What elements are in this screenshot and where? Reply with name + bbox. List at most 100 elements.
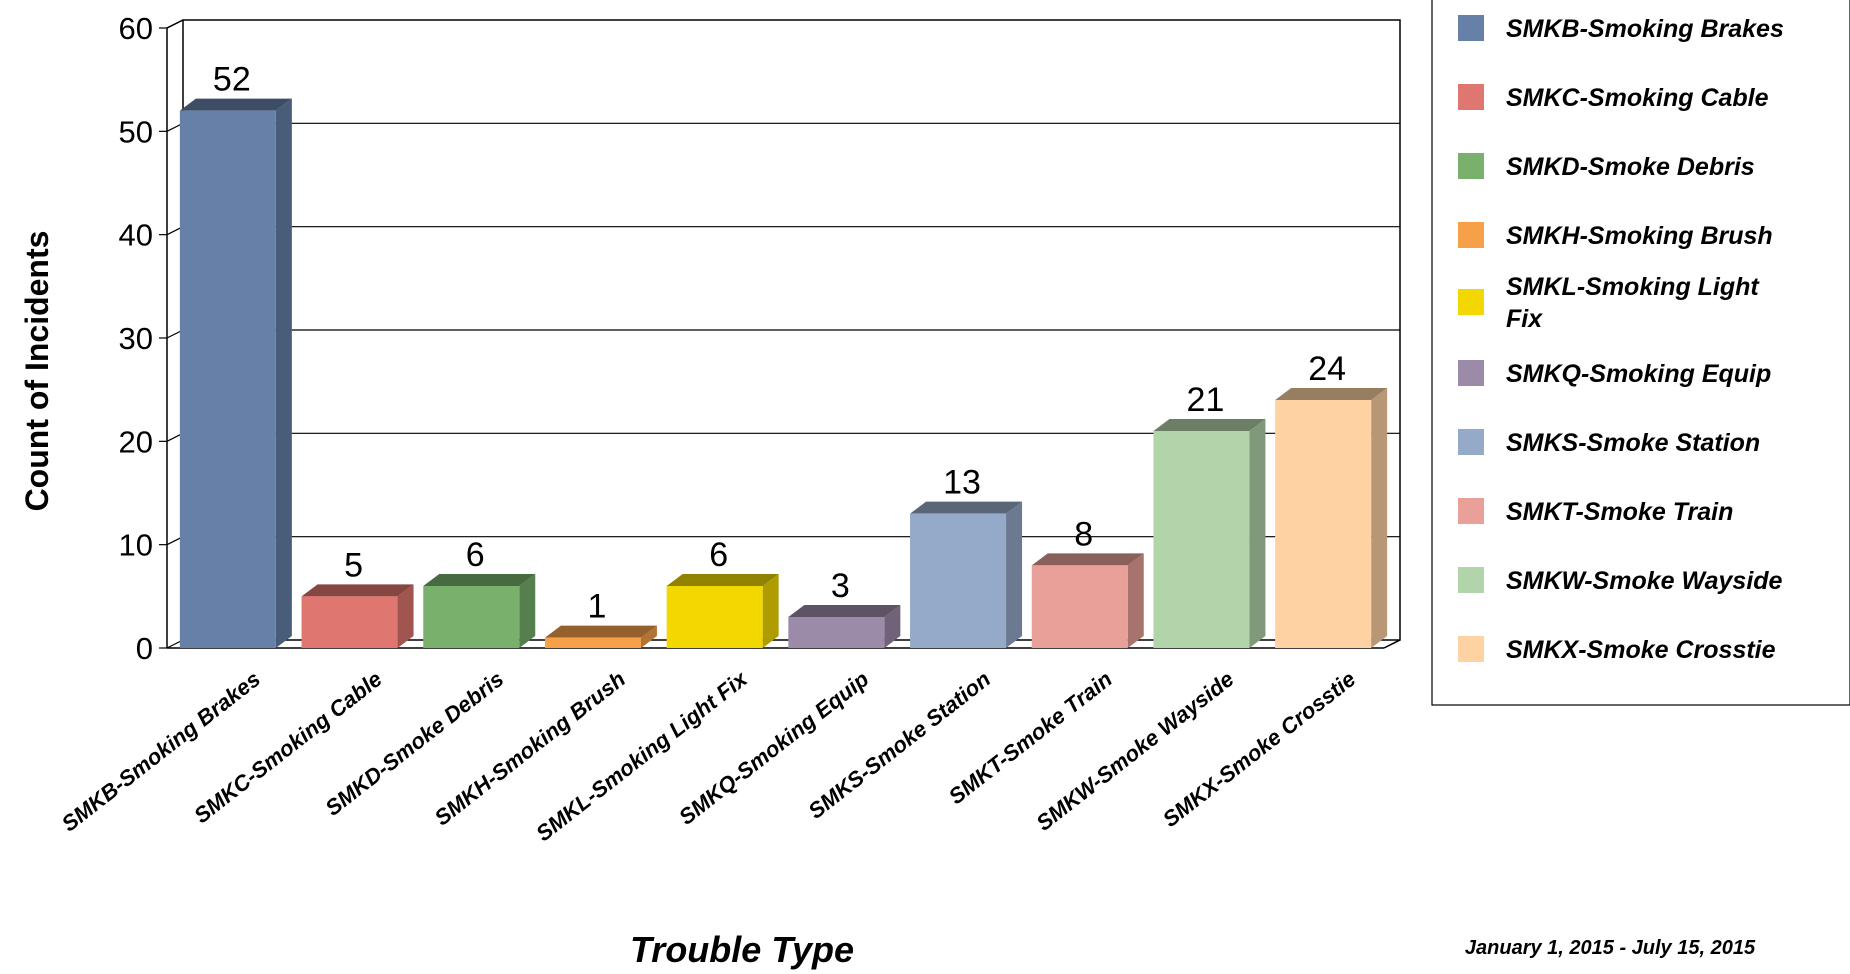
bar-value-label: 52 bbox=[213, 61, 251, 99]
legend-item: SMKX-Smoke Crosstie bbox=[1458, 636, 1776, 664]
bar-front-face bbox=[666, 586, 763, 648]
bar-side-face bbox=[519, 574, 536, 648]
bar-side-face bbox=[1127, 553, 1144, 648]
date-range-footnote: January 1, 2015 - July 15, 2015 bbox=[1465, 937, 1756, 959]
bar bbox=[1153, 419, 1266, 648]
bar-top-face bbox=[301, 584, 414, 597]
bar bbox=[423, 574, 536, 648]
legend-label: Fix bbox=[1506, 305, 1543, 333]
legend-label: SMKD-Smoke Debris bbox=[1506, 153, 1755, 181]
legend-swatch bbox=[1458, 289, 1484, 315]
x-tick-label: SMKX-Smoke Crosstie bbox=[1158, 666, 1360, 832]
legend-swatch bbox=[1458, 429, 1484, 455]
bar-side-face bbox=[1006, 501, 1023, 648]
bar bbox=[301, 584, 414, 648]
bar-top-face bbox=[910, 501, 1023, 514]
y-tick-label: 30 bbox=[119, 321, 153, 356]
legend-label: SMKL-Smoking Light bbox=[1506, 273, 1760, 301]
bar-front-face bbox=[1153, 431, 1250, 648]
x-tick-label: SMKH-Smoking Brush bbox=[430, 666, 630, 830]
x-tick-label: SMKW-Smoke Wayside bbox=[1031, 666, 1238, 835]
legend-swatch bbox=[1458, 15, 1484, 41]
legend-swatch bbox=[1458, 567, 1484, 593]
bar-top-face bbox=[1031, 553, 1144, 566]
legend-item: SMKH-Smoking Brush bbox=[1458, 222, 1773, 250]
legend-label: SMKX-Smoke Crosstie bbox=[1506, 636, 1776, 664]
bar-value-label: 6 bbox=[466, 536, 485, 574]
legend-label: SMKT-Smoke Train bbox=[1506, 498, 1733, 526]
bar-side-face bbox=[275, 98, 292, 648]
y-tick-label: 60 bbox=[119, 11, 153, 46]
bar-top-face bbox=[788, 605, 901, 617]
floor-right-edge bbox=[1383, 639, 1401, 649]
data-labels: 52 5 6 1 6 3 13 8 21 24 bbox=[213, 61, 1346, 626]
bar-front-face bbox=[910, 513, 1007, 648]
legend-item: SMKQ-Smoking Equip bbox=[1458, 360, 1771, 388]
bar-top-face bbox=[179, 98, 292, 111]
bar-top-face bbox=[666, 574, 779, 586]
bar-front-face bbox=[179, 110, 276, 648]
bar-value-label: 3 bbox=[831, 567, 850, 605]
bar-front-face bbox=[423, 586, 520, 648]
bar-value-label: 24 bbox=[1308, 350, 1346, 388]
y-axis-title: Count of Incidents bbox=[19, 231, 55, 512]
bar bbox=[544, 625, 657, 648]
legend-label: SMKB-Smoking Brakes bbox=[1506, 15, 1784, 43]
legend-label: SMKC-Smoking Cable bbox=[1506, 84, 1769, 112]
legend-item: SMKT-Smoke Train bbox=[1458, 498, 1733, 526]
bar-value-label: 1 bbox=[587, 588, 606, 626]
legend-item: SMKC-Smoking Cable bbox=[1458, 84, 1769, 112]
bar-front-face bbox=[1031, 565, 1128, 648]
legend-label: SMKQ-Smoking Equip bbox=[1506, 360, 1771, 388]
bar-value-label: 5 bbox=[344, 546, 363, 584]
bar-side-face bbox=[640, 625, 657, 648]
bar-front-face bbox=[544, 637, 641, 648]
bar bbox=[788, 605, 901, 648]
bar bbox=[910, 501, 1023, 648]
bar-value-label: 13 bbox=[943, 464, 981, 502]
bar-top-face bbox=[1275, 388, 1388, 400]
bar-side-face bbox=[884, 605, 901, 648]
bar-value-label: 6 bbox=[709, 536, 728, 574]
legend-swatch bbox=[1458, 360, 1484, 386]
x-tick-label: SMKL-Smoking Light Fix bbox=[531, 666, 752, 846]
legend-frame bbox=[1431, 0, 1850, 706]
bar-top-face bbox=[1153, 419, 1266, 431]
gridline-side bbox=[166, 19, 184, 29]
bar-front-face bbox=[788, 617, 885, 648]
y-tick-label: 0 bbox=[136, 631, 153, 666]
bar-top-face bbox=[544, 625, 657, 638]
x-axis-title: Trouble Type bbox=[630, 929, 854, 970]
x-tick-label: SMKB-Smoking Brakes bbox=[57, 666, 265, 836]
legend-swatch bbox=[1458, 84, 1484, 110]
legend-swatch bbox=[1458, 222, 1484, 248]
bar-side-face bbox=[1371, 388, 1388, 648]
bar-value-label: 8 bbox=[1074, 515, 1093, 553]
bar bbox=[179, 98, 292, 648]
legend-label: SMKS-Smoke Station bbox=[1506, 429, 1760, 457]
bar-side-face bbox=[1249, 419, 1266, 648]
y-tick-labels: 0 10 20 30 40 50 60 bbox=[119, 11, 153, 666]
legend-swatch bbox=[1458, 498, 1484, 524]
legend-item: SMKB-Smoking Brakes bbox=[1458, 15, 1784, 43]
bar-value-label: 21 bbox=[1187, 381, 1225, 419]
bars bbox=[179, 98, 1388, 648]
bar-front-face bbox=[301, 596, 398, 648]
bar bbox=[1275, 388, 1388, 648]
bar-front-face bbox=[1275, 400, 1372, 648]
legend-label: SMKH-Smoking Brush bbox=[1506, 222, 1773, 250]
y-tick-label: 20 bbox=[119, 424, 153, 459]
legend-item: SMKW-Smoke Wayside bbox=[1458, 567, 1783, 595]
legend-item: SMKD-Smoke Debris bbox=[1458, 153, 1755, 181]
y-tick-label: 10 bbox=[119, 528, 153, 563]
bar bbox=[666, 574, 779, 648]
bar bbox=[1031, 553, 1144, 648]
y-tick-label: 50 bbox=[119, 114, 153, 149]
legend-swatch bbox=[1458, 636, 1484, 662]
legend-label: SMKW-Smoke Wayside bbox=[1506, 567, 1783, 595]
bar-side-face bbox=[397, 584, 414, 648]
y-tick-label: 40 bbox=[119, 218, 153, 253]
bar-side-face bbox=[762, 574, 779, 648]
